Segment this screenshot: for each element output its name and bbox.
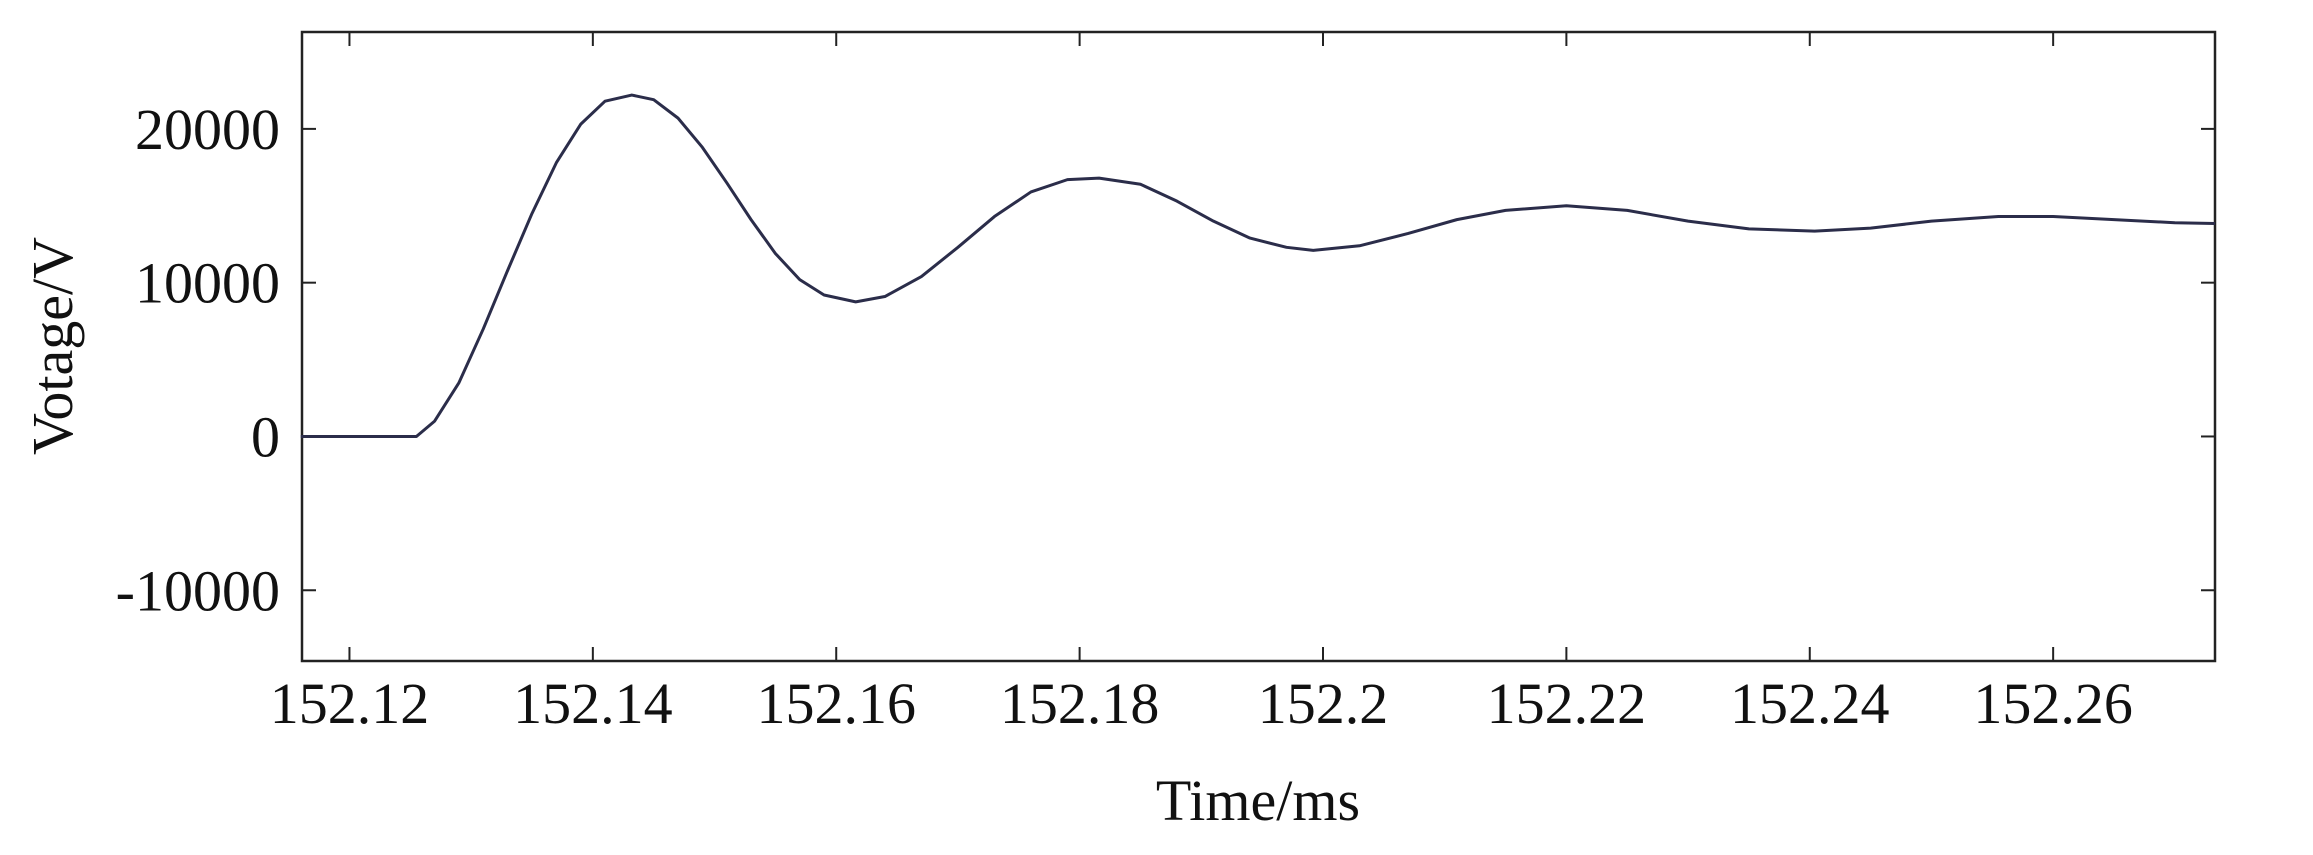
x-tick-label: 152.14 [513, 671, 673, 736]
plot-frame [300, 30, 2217, 663]
y-tick-label: 0 [251, 404, 280, 469]
x-tick-label: 152.18 [1000, 671, 1160, 736]
x-axis-label: Time/ms [1156, 768, 1360, 833]
x-tick-label: 152.22 [1487, 671, 1647, 736]
data-line [300, 93, 2216, 438]
x-tick-label: 152.24 [1730, 671, 1890, 736]
x-tick-label: 152.12 [270, 671, 430, 736]
y-tick-label: 10000 [135, 251, 280, 316]
y-axis-label: Votage/V [20, 237, 85, 455]
y-tick-label: 20000 [135, 97, 280, 162]
x-tick-label: 152.16 [756, 671, 916, 736]
y-tick-label: -10000 [116, 558, 280, 623]
x-tick-label: 152.26 [1973, 671, 2133, 736]
x-tick-label: 152.2 [1258, 671, 1389, 736]
